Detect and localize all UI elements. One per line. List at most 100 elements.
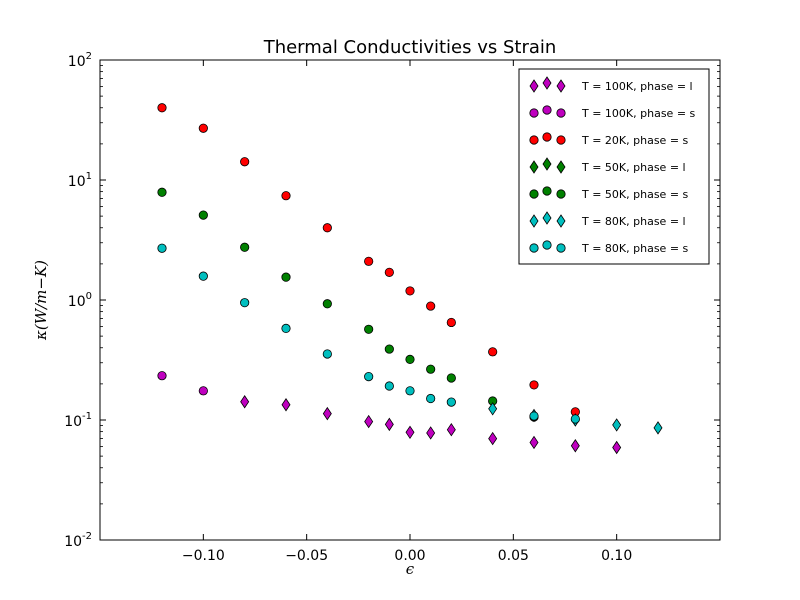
data-point	[488, 431, 498, 446]
legend-marker	[529, 160, 539, 174]
data-point	[198, 271, 208, 281]
legend-item: T = 50K, phase = s	[529, 186, 689, 201]
legend-label: T = 80K, phase = l	[581, 215, 686, 228]
data-point	[426, 364, 436, 374]
legend-marker	[542, 76, 552, 90]
data-point	[529, 411, 539, 421]
x-axis-label: ϵ	[406, 560, 415, 578]
legend-marker	[556, 160, 566, 174]
data-point	[322, 223, 332, 233]
legend-marker	[542, 240, 552, 250]
data-point	[240, 395, 250, 409]
legend-item: T = 50K, phase = l	[529, 157, 686, 174]
data-point	[570, 439, 580, 453]
data-point	[157, 371, 167, 381]
data-point	[364, 414, 374, 429]
legend-marker	[556, 135, 566, 145]
legend-marker	[542, 157, 552, 171]
data-point	[426, 301, 436, 311]
legend-label: T = 50K, phase = s	[581, 188, 689, 201]
y-tick-label: 100	[68, 291, 92, 310]
data-point	[157, 103, 167, 113]
data-point	[426, 426, 436, 440]
data-point	[281, 323, 291, 333]
x-tick-label: −0.10	[182, 548, 225, 564]
legend: T = 100K, phase = l T = 100K, phase = s T …	[518, 68, 710, 265]
data-point	[405, 425, 415, 440]
y-tick-label: 101	[68, 171, 92, 190]
data-point	[612, 440, 622, 455]
data-point	[488, 402, 498, 416]
data-point	[322, 349, 332, 359]
data-point	[240, 157, 250, 167]
data-point	[384, 381, 394, 391]
x-tick-label: 0.00	[394, 548, 425, 564]
legend-marker	[542, 132, 552, 142]
data-point	[446, 317, 456, 328]
legend-marker	[529, 79, 539, 93]
data-point	[240, 298, 250, 308]
data-point	[281, 398, 291, 412]
legend-marker	[556, 189, 566, 199]
axis-ticks: −0.10 −0.05 0.00 0.05 0.10 10-2 10-1 100 101 102	[64, 51, 720, 564]
data-point	[364, 371, 374, 382]
legend-marker	[542, 186, 552, 196]
legend-label: T = 20K, phase = s	[581, 134, 689, 147]
legend-item: T = 80K, phase = l	[529, 211, 686, 228]
x-tick-label: −0.05	[285, 548, 328, 564]
data-point	[198, 386, 208, 396]
data-point	[364, 324, 374, 334]
data-point	[446, 422, 456, 437]
legend-marker	[529, 189, 539, 199]
y-tick-label: 10-2	[64, 531, 92, 550]
x-tick-label: 0.10	[601, 548, 632, 564]
data-point	[157, 243, 167, 253]
series-4	[157, 187, 539, 422]
plot-area	[157, 103, 663, 455]
legend-item: T = 100K, phase = s	[529, 105, 696, 120]
y-axis-label: κ(W/m−K)	[32, 260, 50, 341]
legend-item: T = 100K, phase = l	[529, 76, 693, 93]
data-point	[653, 421, 663, 435]
legend-marker	[542, 211, 552, 225]
legend-marker	[542, 105, 552, 115]
legend-label: T = 100K, phase = l	[581, 80, 693, 93]
data-point	[446, 397, 456, 407]
data-point	[384, 267, 394, 277]
data-point	[612, 418, 622, 432]
legend-marker	[556, 214, 566, 228]
legend-label: T = 100K, phase = s	[581, 107, 696, 120]
legend-marker	[529, 135, 539, 145]
data-point	[322, 406, 332, 421]
chart-title: Thermal Conductivities vs Strain	[263, 37, 557, 58]
legend-marker	[556, 79, 566, 93]
legend-marker	[529, 214, 539, 228]
data-point	[198, 210, 208, 220]
data-point	[488, 347, 498, 357]
data-point	[157, 187, 167, 197]
data-point	[446, 373, 456, 383]
legend-marker	[556, 243, 566, 253]
data-point	[405, 386, 415, 396]
data-point	[384, 417, 394, 432]
legend-marker	[529, 108, 539, 118]
legend-item: T = 80K, phase = s	[529, 240, 689, 255]
data-point	[529, 435, 539, 450]
data-point	[384, 344, 394, 354]
legend-box	[518, 68, 710, 265]
data-point	[364, 256, 374, 266]
y-tick-label: 102	[68, 51, 92, 70]
legend-marker	[556, 108, 566, 118]
legend-label: T = 50K, phase = l	[581, 161, 686, 174]
data-point	[281, 191, 291, 201]
data-point	[281, 272, 291, 282]
series-2	[157, 103, 580, 417]
data-point	[426, 393, 436, 404]
data-point	[198, 123, 208, 133]
data-point	[570, 414, 580, 424]
data-point	[405, 286, 415, 296]
data-point	[322, 299, 332, 309]
data-point	[240, 242, 250, 252]
legend-marker	[529, 243, 539, 253]
